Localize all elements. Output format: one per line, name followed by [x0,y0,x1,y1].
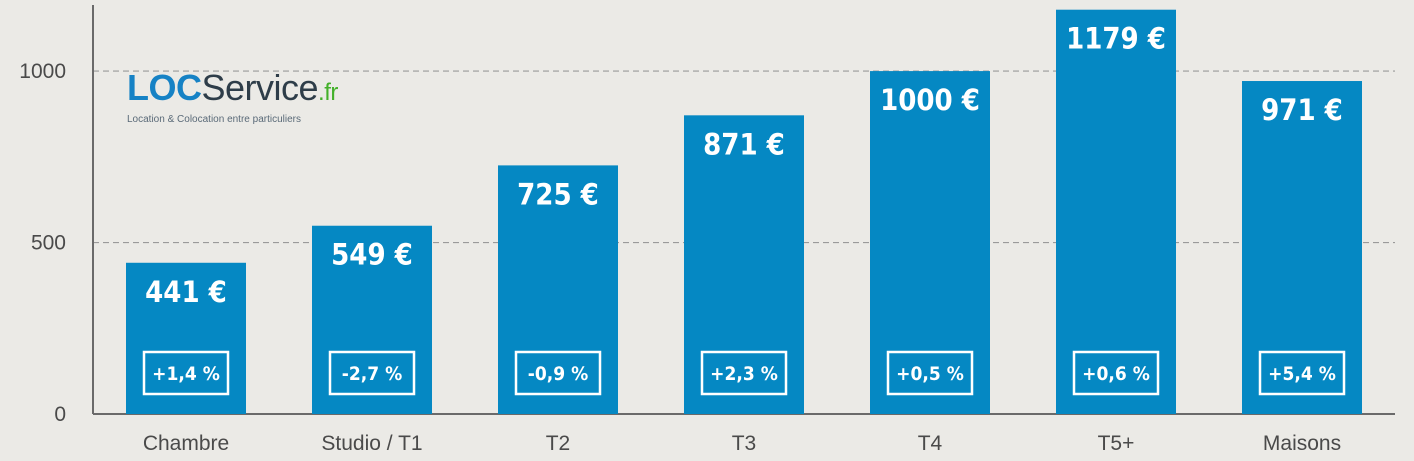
logo-tagline: Location & Colocation entre particuliers [127,114,301,125]
bar [498,165,618,414]
bars [126,9,1362,414]
x-tick-label: T3 [732,432,757,455]
bar [126,262,246,414]
change-badge-label: +2,3 % [710,363,778,385]
change-badge-label: +5,4 % [1268,363,1336,385]
logo-service: Service [201,67,319,108]
y-tick-label: 1000 [19,60,66,83]
x-tick-label: T4 [918,432,943,455]
bar-value-label: 1000 € [880,83,980,117]
change-badge-label: +1,4 % [152,363,220,385]
change-badge-box [1072,350,1160,396]
labels: 441 € +1,4 % Chambre 549 € -2,7 % Studio / T1… [142,22,1346,455]
bar [312,225,432,414]
bar-value-label: 549 € [331,238,413,272]
bar [684,115,804,414]
bar-value-label: 441 € [145,275,227,309]
x-tick-label: T2 [546,432,571,455]
bar-value-label: 725 € [517,177,599,211]
change-badge-label: -0,9 % [528,363,588,385]
change-badge-box [328,350,416,396]
change-badge-box [886,350,974,396]
bar [1056,9,1176,414]
locservice-logo: LOCService.fr Location & Colocation entr… [127,70,338,126]
x-tick-label: Chambre [143,432,229,455]
x-tick-label: Maisons [1263,432,1341,455]
change-badge-box [514,350,602,396]
change-badge-label: +0,5 % [896,363,964,385]
bar [870,71,990,414]
change-badge-box [700,350,788,396]
x-tick-label: T5+ [1098,432,1135,455]
logo-wordmark: LOCService.fr [127,70,338,111]
change-badge-label: +0,6 % [1082,363,1150,385]
y-tick-label: 0 [54,403,66,426]
bar-value-label: 971 € [1261,93,1343,127]
logo-loc: LOC [127,67,202,108]
change-badge-box [142,350,230,396]
change-badge-box [1258,350,1346,396]
logo-tld: .fr [318,79,338,106]
bar [1242,81,1362,414]
y-tick-label: 500 [31,232,66,255]
change-badge-label: -2,7 % [342,363,402,385]
bar-value-label: 871 € [703,127,785,161]
x-tick-label: Studio / T1 [321,432,422,455]
bar-value-label: 1179 € [1066,22,1166,56]
